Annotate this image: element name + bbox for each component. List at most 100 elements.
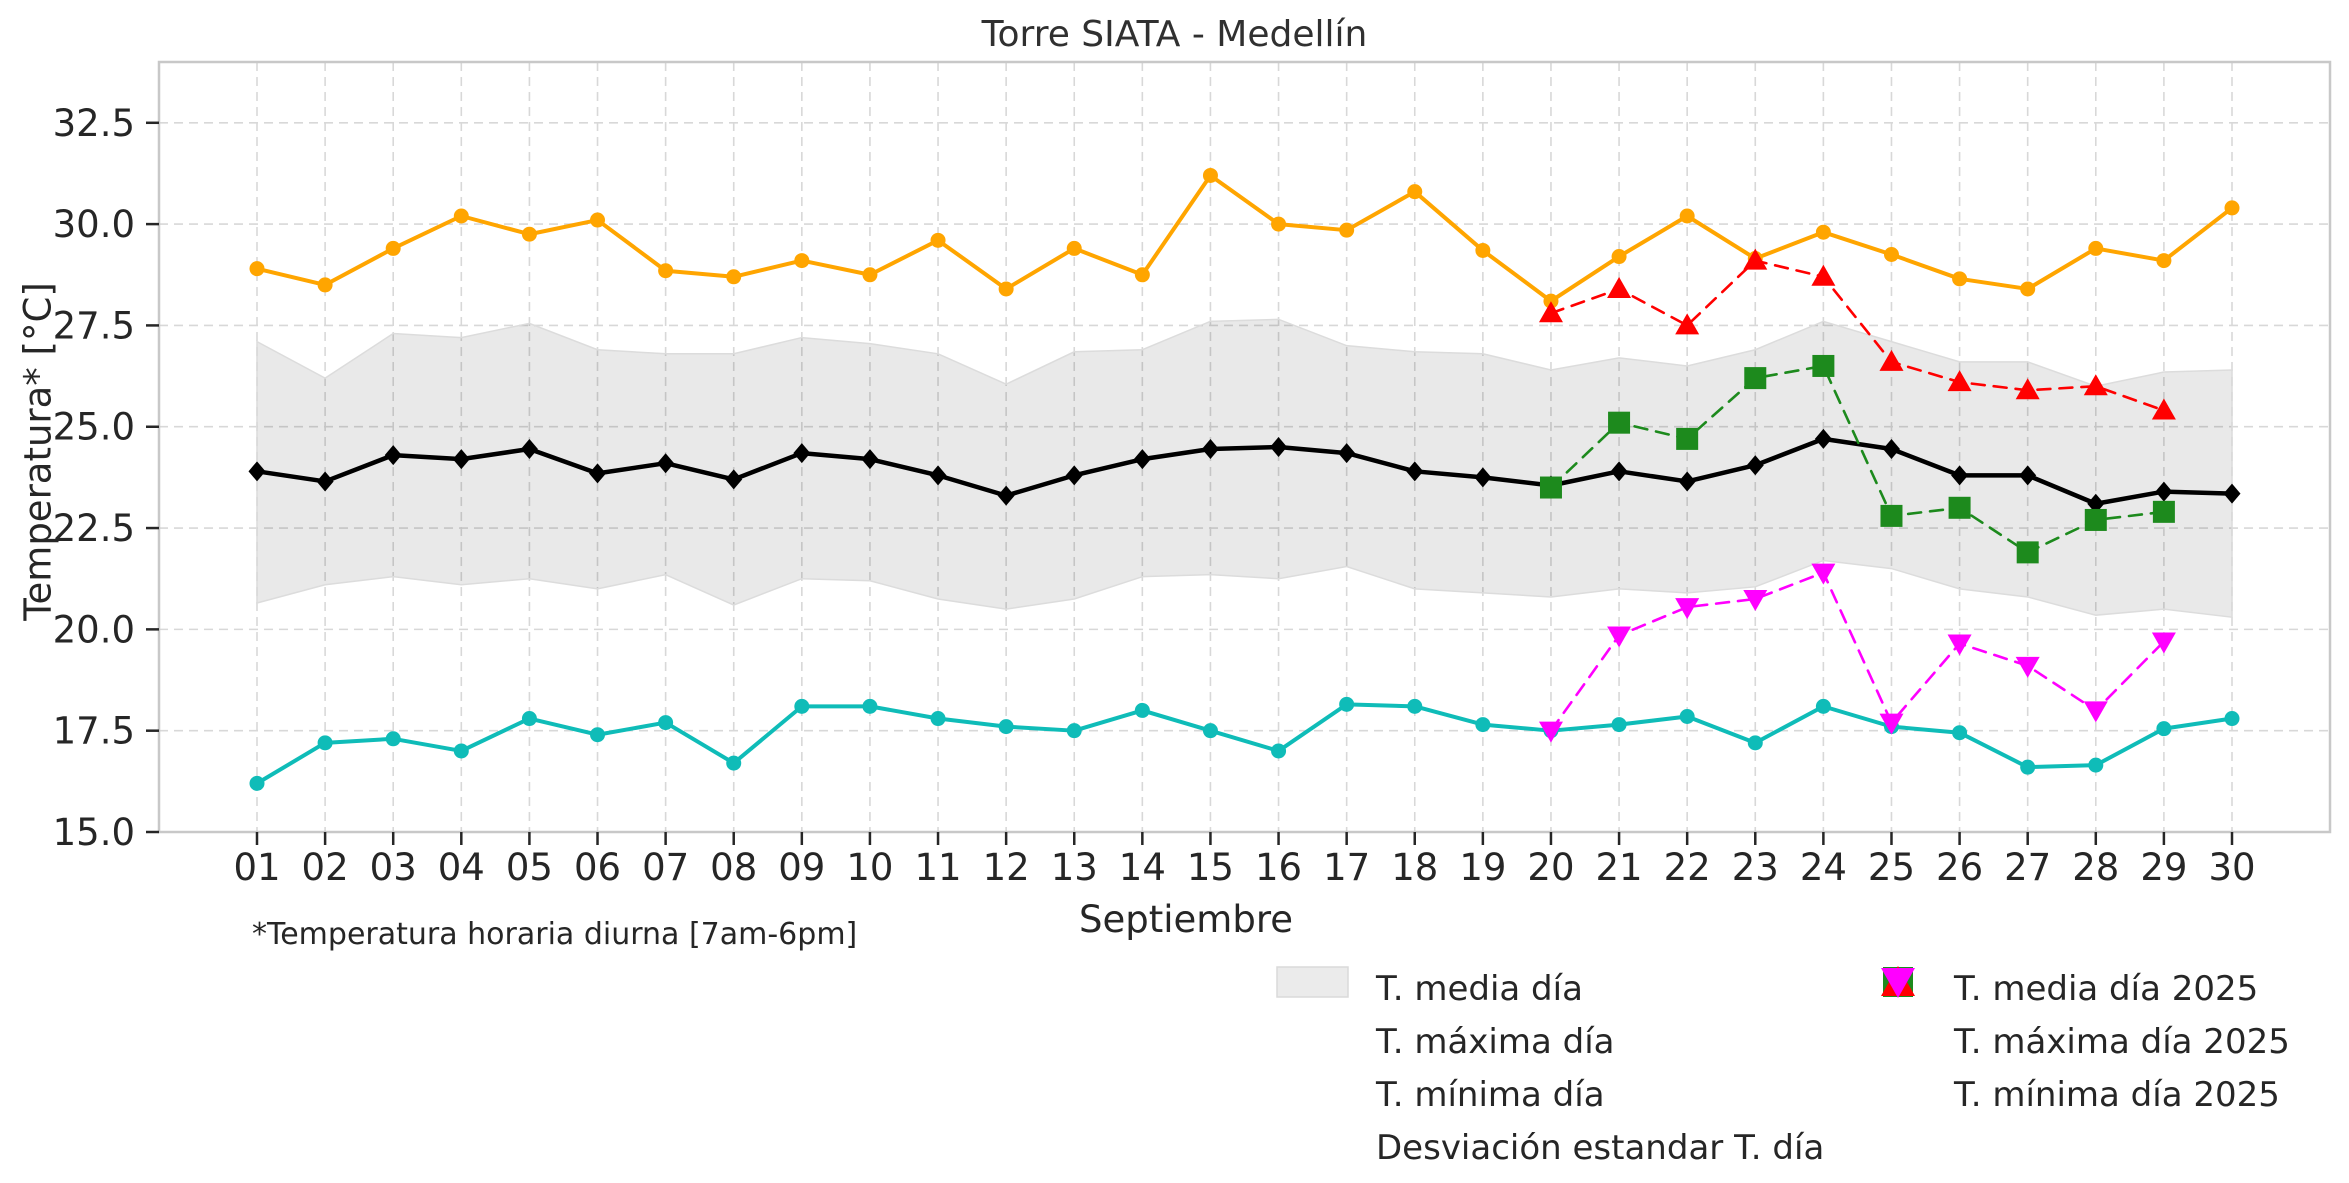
x-axis-label: Septiembre bbox=[1079, 898, 1293, 941]
legend-item-media-2025: T. media día 2025 bbox=[1878, 962, 2290, 1015]
data-point bbox=[2083, 701, 2108, 723]
data-point bbox=[726, 755, 742, 771]
data-point bbox=[1607, 626, 1632, 648]
data-point bbox=[1811, 264, 1836, 286]
data-point bbox=[998, 281, 1014, 297]
data-point bbox=[1475, 717, 1491, 733]
data-point bbox=[1947, 370, 1972, 392]
data-point bbox=[1815, 698, 1831, 714]
x-tick-label: 21 bbox=[1596, 846, 1643, 889]
x-tick-label: 06 bbox=[574, 846, 621, 889]
data-point bbox=[1202, 167, 1218, 183]
x-tick-label: 14 bbox=[1119, 846, 1166, 889]
x-tick-label: 04 bbox=[438, 846, 485, 889]
legend-left-column: T. media día T. máxima día T. mínima día… bbox=[1275, 962, 1824, 1174]
data-point bbox=[1815, 224, 1831, 240]
data-point bbox=[1539, 476, 1562, 499]
x-tick-label: 25 bbox=[1868, 846, 1915, 889]
plot-border bbox=[157, 60, 2332, 834]
data-point bbox=[2015, 656, 2040, 678]
data-point bbox=[1678, 471, 1696, 492]
data-point bbox=[316, 471, 334, 492]
data-point bbox=[1675, 598, 1700, 620]
data-point bbox=[2084, 508, 2107, 531]
data-point bbox=[1407, 184, 1423, 200]
data-point bbox=[1743, 248, 1768, 270]
data-point bbox=[2020, 281, 2036, 297]
legend-label-maxima-2025: T. máxima día 2025 bbox=[1954, 1021, 2290, 1062]
data-point bbox=[930, 232, 946, 248]
data-point bbox=[998, 719, 1014, 735]
data-point bbox=[1065, 465, 1083, 486]
x-tick-label: 30 bbox=[2208, 846, 2255, 889]
data-point bbox=[997, 485, 1015, 506]
x-tick-label: 23 bbox=[1732, 846, 1779, 889]
data-point bbox=[1407, 698, 1423, 714]
data-point bbox=[1474, 467, 1492, 488]
x-tick-label: 27 bbox=[2004, 846, 2051, 889]
data-point bbox=[1339, 222, 1355, 238]
data-point bbox=[1679, 709, 1695, 724]
data-point bbox=[521, 226, 537, 242]
axis-ticks bbox=[146, 121, 2234, 845]
legend-item-minima: T. mínima día bbox=[1275, 979, 1824, 1121]
data-point bbox=[317, 277, 333, 293]
legend-item-media: T. media día bbox=[1275, 962, 1824, 1015]
data-point bbox=[1883, 247, 1899, 262]
data-point bbox=[1879, 349, 1904, 371]
data-point bbox=[1675, 313, 1700, 335]
data-point bbox=[590, 212, 606, 228]
data-point bbox=[521, 711, 537, 727]
data-point bbox=[1543, 293, 1559, 309]
data-point bbox=[249, 775, 265, 791]
data-point bbox=[2151, 398, 2176, 420]
data-point bbox=[930, 711, 946, 727]
footnote-annotation: *Temperatura horaria diurna [7am-6pm] bbox=[252, 917, 858, 952]
legend-label-minima: T. mínima día bbox=[1376, 1074, 1605, 1115]
data-point bbox=[2223, 483, 2241, 504]
data-point bbox=[590, 727, 606, 743]
data-point bbox=[794, 698, 810, 714]
data-point bbox=[1947, 634, 1972, 656]
data-point bbox=[929, 465, 947, 486]
data-point bbox=[1202, 723, 1218, 739]
data-point bbox=[1134, 267, 1150, 283]
x-tick-label: 16 bbox=[1255, 846, 1302, 889]
data-point bbox=[794, 253, 810, 269]
data-point bbox=[2019, 465, 2037, 486]
y-tick-label: 25.0 bbox=[53, 406, 135, 449]
legend-item-minima-2025: T. mínima día 2025 bbox=[1878, 968, 2290, 1121]
legend-item-desviacion: Desviación estandar T. día bbox=[1275, 966, 1824, 1174]
y-tick-labels: 15.0 17.5 20.0 22.5 25.0 27.5 30.0 32.5 bbox=[53, 102, 135, 854]
data-point bbox=[2156, 253, 2172, 269]
data-point bbox=[1746, 455, 1764, 476]
data-point bbox=[1880, 504, 1903, 527]
data-point bbox=[1814, 428, 1832, 449]
data-point bbox=[1339, 696, 1355, 712]
series-t-media bbox=[248, 428, 2241, 514]
legend-item-maxima-2025: T. máxima día 2025 bbox=[1878, 966, 2290, 1068]
series-t-maxima-2025 bbox=[1538, 248, 2176, 420]
x-tick-label: 20 bbox=[1527, 846, 1574, 889]
x-tick-label: 03 bbox=[370, 846, 417, 889]
data-point bbox=[1066, 723, 1082, 739]
data-point bbox=[861, 449, 879, 470]
data-point bbox=[1066, 240, 1082, 256]
data-point bbox=[1201, 439, 1219, 460]
data-point bbox=[1679, 208, 1695, 224]
data-point bbox=[2224, 711, 2240, 727]
data-point bbox=[2083, 374, 2108, 396]
data-point bbox=[2152, 500, 2175, 523]
legend-label-minima-2025: T. mínima día 2025 bbox=[1954, 1074, 2280, 1115]
data-point bbox=[317, 735, 333, 751]
data-point bbox=[1952, 725, 1968, 741]
data-point bbox=[385, 240, 401, 256]
data-point bbox=[1608, 411, 1631, 434]
data-point bbox=[248, 461, 266, 482]
data-point bbox=[2015, 378, 2040, 400]
data-point bbox=[1271, 743, 1287, 759]
data-point bbox=[1811, 563, 1836, 585]
data-point bbox=[657, 453, 675, 474]
x-tick-label: 11 bbox=[914, 846, 961, 889]
